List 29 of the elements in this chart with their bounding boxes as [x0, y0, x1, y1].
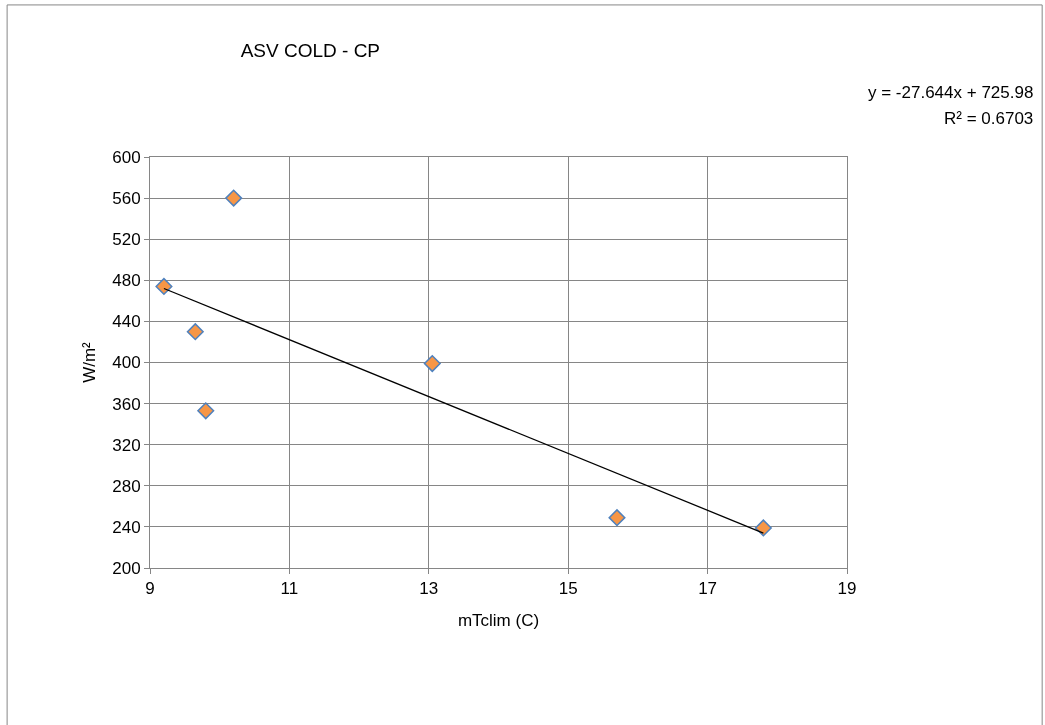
y-tick-label: 240	[112, 517, 141, 537]
point	[155, 277, 173, 296]
point	[186, 323, 204, 341]
x-tick-label: 9	[145, 579, 155, 599]
y-tick-label: 440	[112, 312, 141, 332]
x-tick-label: 19	[837, 579, 857, 599]
x-tick-label: 11	[280, 579, 299, 599]
point	[608, 509, 626, 527]
y-tick-label: 360	[112, 394, 141, 414]
y-tick-label: 520	[112, 230, 141, 250]
y-tick-label: 320	[112, 435, 141, 455]
point	[197, 402, 215, 420]
y-tick-label: 400	[112, 353, 141, 373]
y-tick-label: 200	[112, 558, 141, 578]
x-tick-label: 15	[558, 579, 578, 599]
y-tick-label: 280	[112, 476, 141, 496]
text: R² = 0.6703	[944, 109, 1034, 128]
y-axis-title: W/m²	[79, 341, 99, 383]
point	[423, 354, 441, 373]
chart-title: ASV COLD - CP	[240, 40, 381, 62]
x-tick-label: 13	[419, 579, 439, 599]
y-tick-label: 480	[112, 271, 141, 291]
x-tick-label: 17	[698, 579, 718, 599]
point	[754, 519, 772, 537]
y-tick-label: 560	[112, 189, 141, 209]
point	[225, 189, 243, 207]
y-tick-label: 600	[112, 147, 141, 167]
text: y = -27.644x + 725.98	[868, 83, 1034, 102]
x-axis-title: mTclim (C)	[457, 610, 540, 630]
